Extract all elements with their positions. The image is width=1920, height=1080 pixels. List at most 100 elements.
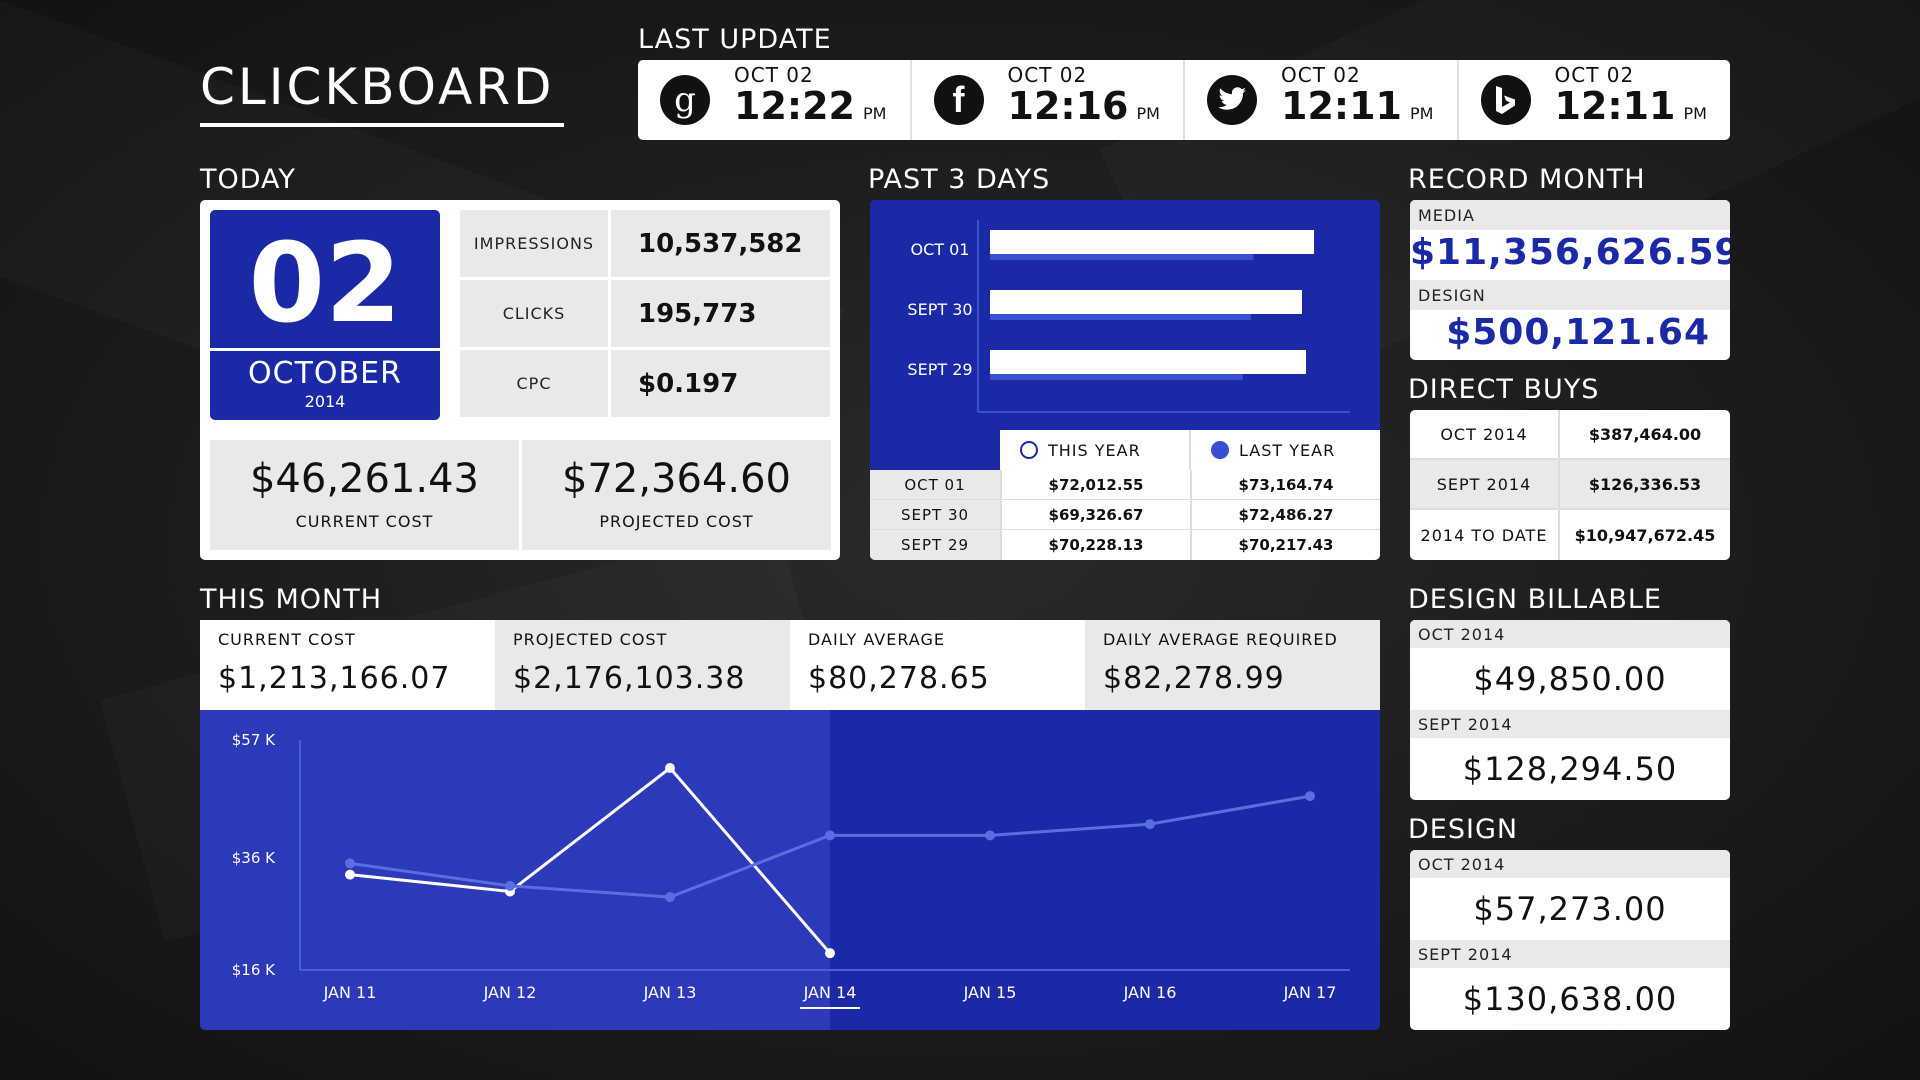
design-billable-panel: OCT 2014 $49,850.00 SEPT 2014 $128,294.5… <box>1410 620 1730 800</box>
past-period-shade <box>200 710 830 1030</box>
metric-row-clicks: CLICKS 195,773 <box>460 280 830 347</box>
bar-this-year <box>990 350 1307 374</box>
design-value: $57,273.00 <box>1473 890 1667 928</box>
past-3-days-table: OCT 01 $72,012.55 $73,164.74 SEPT 30 $69… <box>870 470 1380 560</box>
x-tick-label: JAN 16 <box>1123 983 1177 1002</box>
direct-buy-label: SEPT 2014 <box>1410 460 1560 508</box>
stat-current-cost: CURRENT COST $1,213,166.07 <box>200 620 495 710</box>
record-media-label: MEDIA <box>1410 200 1730 230</box>
table-date: SEPT 30 <box>870 500 1000 529</box>
record-design-label: DESIGN <box>1410 280 1730 310</box>
update-time: 12:11 PM <box>1554 84 1707 128</box>
table-last-year: $70,217.43 <box>1190 530 1380 560</box>
stat-label: PROJECTED COST <box>513 630 668 649</box>
direct-buy-label: OCT 2014 <box>1410 410 1560 458</box>
billable-value: $49,850.00 <box>1473 660 1667 698</box>
direct-buy-value: $387,464.00 <box>1588 424 1702 444</box>
update-date: OCT 02 <box>734 63 814 87</box>
last-update-bar: g OCT 02 12:22 PM f OCT 02 12:16 PM OCT 02… <box>638 60 1730 140</box>
update-date: OCT 02 <box>1007 63 1088 87</box>
design-panel: OCT 2014 $57,273.00 SEPT 2014 $130,638.0… <box>1410 850 1730 1030</box>
stat-projected-cost: PROJECTED COST $2,176,103.38 <box>495 620 790 710</box>
this-month-stats: CURRENT COST $1,213,166.07 PROJECTED COS… <box>200 620 1380 710</box>
direct-buy-value: $126,336.53 <box>1588 474 1702 494</box>
projected-cost-box: $72,364.60 PROJECTED COST <box>522 440 831 550</box>
stat-label: DAILY AVERAGE REQUIRED <box>1103 630 1338 649</box>
update-bing[interactable]: OCT 02 12:11 PM <box>1459 60 1731 140</box>
today-metrics: IMPRESSIONS 10,537,582 CLICKS 195,773 CP… <box>460 210 830 420</box>
table-row: SEPT 29 $70,228.13 $70,217.43 <box>870 530 1380 560</box>
app-logo: CLICKBOARD <box>200 58 555 116</box>
date-month: OCTOBER <box>248 356 402 391</box>
direct-buys-panel: OCT 2014 $387,464.00 SEPT 2014 $126,336.… <box>1410 410 1730 560</box>
series-point <box>345 858 355 869</box>
design-title: DESIGN <box>1408 814 1519 845</box>
bar-category-label: SEPT 29 <box>907 360 972 379</box>
table-date: OCT 01 <box>870 470 1000 499</box>
series-point <box>825 948 835 959</box>
table-row: SEPT 30 $69,326.67 $72,486.27 <box>870 500 1380 530</box>
bing-icon <box>1480 75 1531 125</box>
record-month-panel: MEDIA $11,356,626.59 DESIGN $500,121.64 <box>1410 200 1730 360</box>
series-point <box>825 830 835 841</box>
legend-this-year[interactable]: THIS YEAR <box>1000 430 1191 470</box>
update-facebook[interactable]: f OCT 02 12:16 PM <box>912 60 1185 140</box>
stat-value: $80,278.65 <box>808 661 990 696</box>
series-point <box>665 892 675 903</box>
facebook-icon: f <box>933 75 984 125</box>
record-media-value: $11,356,626.59 <box>1410 232 1730 273</box>
this-month-line-chart: $57 K $36 K $16 K JAN 11 JAN 12 JAN 13 JAN 14 J… <box>200 710 1380 1030</box>
table-row: OCT 2014 $387,464.00 <box>1410 410 1730 460</box>
billable-label: OCT 2014 <box>1410 620 1730 648</box>
table-this-year: $72,012.55 <box>1000 470 1190 499</box>
current-cost-value: $46,261.43 <box>249 456 480 502</box>
design-label: SEPT 2014 <box>1410 940 1730 968</box>
update-google[interactable]: g OCT 02 12:22 PM <box>638 60 912 140</box>
line-chart-svg: $57 K $36 K $16 K JAN 11 JAN 12 JAN 13 JAN 14 J… <box>200 710 1350 1030</box>
table-last-year: $73,164.74 <box>1190 470 1380 499</box>
today-panel: 02 OCTOBER 2014 IMPRESSIONS 10,537,582 C… <box>200 200 840 560</box>
x-tick-label: JAN 13 <box>643 983 697 1002</box>
stat-value: $2,176,103.38 <box>513 661 746 696</box>
x-tick-label: JAN 11 <box>323 983 377 1002</box>
x-tick-label: JAN 17 <box>1283 983 1337 1002</box>
update-date: OCT 02 <box>1281 63 1361 87</box>
stat-label: DAILY AVERAGE <box>808 630 945 649</box>
metric-label: CLICKS <box>460 280 608 347</box>
metric-label: IMPRESSIONS <box>460 210 608 277</box>
direct-buy-label: 2014 TO DATE <box>1410 510 1560 560</box>
past-3-days-bar-chart: OCT 01 SEPT 30 SEPT 29 <box>907 220 1350 413</box>
current-cost-label: CURRENT COST <box>295 512 434 531</box>
billable-value: $128,294.50 <box>1462 750 1678 788</box>
metric-label: CPC <box>460 350 608 417</box>
series-point <box>1305 791 1315 802</box>
projected-cost-label: PROJECTED COST <box>599 512 754 531</box>
update-twitter[interactable]: OCT 02 12:11 PM <box>1185 60 1459 140</box>
x-tick-label: JAN 15 <box>963 983 1017 1002</box>
table-row: 2014 TO DATE $10,947,672.45 <box>1410 510 1730 560</box>
series-point <box>1145 819 1155 830</box>
y-tick-label: $16 K <box>232 961 276 979</box>
twitter-icon <box>1207 75 1257 125</box>
y-tick-label: $57 K <box>232 731 276 749</box>
metric-value: 195,773 <box>611 280 830 347</box>
table-this-year: $70,228.13 <box>1000 530 1190 560</box>
bar-category-label: OCT 01 <box>911 240 970 259</box>
table-last-year: $72,486.27 <box>1190 500 1380 529</box>
stat-daily-average: DAILY AVERAGE $80,278.65 <box>790 620 1085 710</box>
legend-last-year[interactable]: LAST YEAR <box>1191 430 1380 470</box>
billable-label: SEPT 2014 <box>1410 710 1730 738</box>
date-box: 02 OCTOBER 2014 <box>210 210 440 420</box>
direct-buy-value: $10,947,672.45 <box>1574 525 1716 545</box>
date-day: 02 <box>248 219 402 347</box>
y-tick-label: $36 K <box>232 849 276 867</box>
table-date: SEPT 29 <box>870 530 1000 560</box>
current-cost-box: $46,261.43 CURRENT COST <box>210 440 519 550</box>
record-design-value: $500,121.64 <box>1446 312 1710 353</box>
projected-cost-value: $72,364.60 <box>561 456 792 502</box>
design-label: OCT 2014 <box>1410 850 1730 878</box>
this-year-swatch <box>1020 441 1038 459</box>
date-divider <box>210 348 440 351</box>
metric-row-cpc: CPC $0.197 <box>460 350 830 417</box>
series-line <box>349 765 832 955</box>
